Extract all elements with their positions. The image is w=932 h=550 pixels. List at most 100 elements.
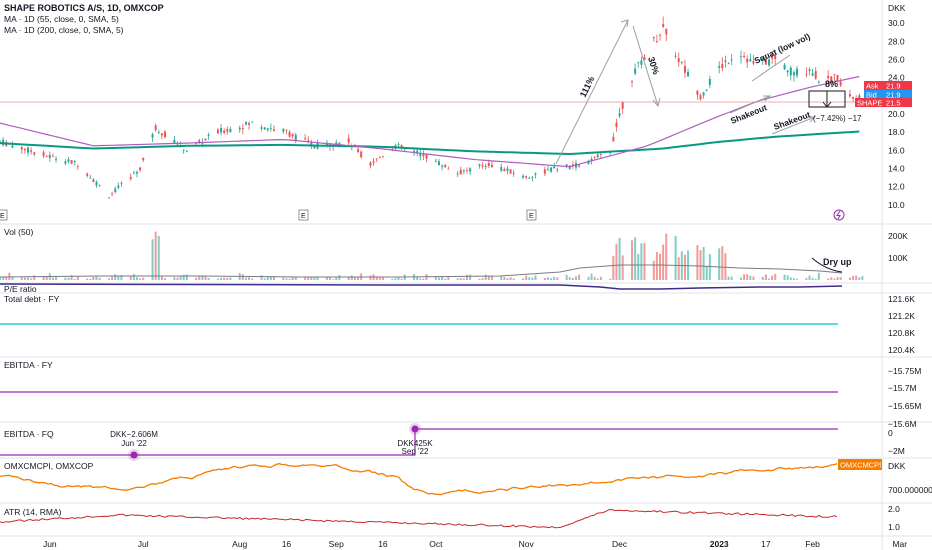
candle: [114, 186, 117, 194]
svg-text:E: E: [301, 213, 306, 220]
trend-annotations[interactable]: [555, 19, 817, 165]
candle: [848, 89, 851, 99]
debt-title[interactable]: Total debt · FY: [4, 294, 60, 304]
candle: [251, 121, 254, 124]
ebitda-fq-title[interactable]: EBITDA · FQ: [4, 429, 54, 439]
candle: [730, 53, 733, 66]
ma55-legend[interactable]: MA · 1D (55, close, 0, SMA, 5): [4, 14, 119, 24]
ma200-line: [0, 130, 860, 156]
volume-bar: [534, 275, 537, 280]
time-tick-label: Oct: [429, 539, 443, 549]
volume-bar: [269, 276, 272, 280]
flash-icon[interactable]: [833, 209, 845, 221]
earnings-marker[interactable]: E: [526, 209, 537, 221]
earnings-marker[interactable]: E: [298, 209, 309, 221]
volume-bar: [248, 277, 251, 280]
candle: [2, 137, 5, 147]
last-price-badge: SHAPE 21.5: [855, 98, 912, 108]
volume-bar: [45, 276, 48, 280]
change-label: (−7.42%) −17: [813, 114, 862, 123]
omx-tick: DKK: [888, 461, 906, 471]
chart-title: SHAPE ROBOTICS A/S, 1D, OMXCOP: [4, 3, 164, 13]
ebitda-fq-point[interactable]: [411, 425, 419, 433]
volume-bar: [357, 276, 360, 280]
candle: [375, 158, 378, 163]
omx-title[interactable]: OMXCMCPI, OMXCOP: [4, 461, 94, 471]
volume-bar: [8, 272, 11, 280]
range-box-8pct[interactable]: [808, 90, 846, 108]
time-axis[interactable]: Jun Jul Aug 16 Sep 16 Oct Nov Dec 2023 17 Feb Mar: [43, 539, 907, 549]
candle: [637, 61, 640, 68]
volume-bar: [67, 277, 70, 280]
ebitda-fq-tick: 0: [888, 428, 893, 438]
time-tick-label: 16: [378, 539, 388, 549]
atr-title[interactable]: ATR (14, RMA): [4, 507, 62, 517]
debt-tick: 120.8K: [888, 328, 915, 338]
pe-title[interactable]: P/E ratio: [4, 284, 37, 294]
volume-bar: [151, 239, 154, 280]
time-tick-label: Dec: [612, 539, 628, 549]
candle: [120, 181, 123, 187]
candle: [204, 138, 207, 141]
svg-text:Ask: Ask: [866, 82, 879, 91]
volume-bar: [11, 276, 14, 280]
volume-bar: [525, 275, 528, 280]
debt-tick: 121.6K: [888, 294, 915, 304]
volume-bar: [792, 278, 795, 280]
volume-bar: [263, 278, 266, 280]
atr-line: [0, 509, 838, 529]
volume-bar: [578, 274, 581, 280]
volume-bar: [652, 260, 655, 280]
candle: [107, 197, 110, 199]
candle: [578, 164, 581, 169]
candle: [571, 160, 574, 170]
annotation-shakeout-2: Shakeout: [772, 109, 812, 132]
volume-bar: [160, 276, 163, 280]
ebitda-fy-title[interactable]: EBITDA · FY: [4, 360, 53, 370]
candle: [272, 125, 275, 132]
volume-bar: [789, 277, 792, 280]
candle: [226, 126, 229, 135]
candle: [827, 70, 830, 83]
volume-bar: [553, 276, 556, 280]
volume-bar: [565, 274, 568, 280]
candle: [111, 191, 114, 197]
candle: [117, 182, 120, 190]
svg-text:E: E: [0, 213, 5, 220]
candle: [805, 67, 808, 78]
price-tick-label: 30.0: [888, 18, 905, 28]
volume-bar: [786, 275, 789, 280]
price-tick-label: 28.0: [888, 36, 905, 46]
candle: [634, 63, 637, 76]
volume-bar: [768, 278, 771, 280]
earnings-marker[interactable]: E: [0, 209, 8, 221]
ma200-legend[interactable]: MA · 1D (200, close, 0, SMA, 5): [4, 25, 124, 35]
volume-bar: [304, 277, 307, 280]
volume-bar: [244, 277, 247, 280]
candle: [422, 150, 425, 161]
volume-bar: [487, 275, 490, 280]
ebitda-fq-label-value: DKK425K: [397, 439, 433, 448]
volume-title[interactable]: Vol (50): [4, 227, 33, 237]
candle: [631, 80, 634, 88]
volume-bar: [546, 277, 549, 280]
volume-bar: [325, 276, 328, 280]
ebitda-fq-point[interactable]: [130, 451, 138, 459]
candle: [490, 161, 493, 169]
volume-bar: [490, 275, 493, 280]
volume-bar: [674, 235, 677, 280]
volume-bars: [0, 231, 864, 280]
volume-bar: [590, 273, 593, 280]
volume-bar: [33, 275, 36, 280]
candle: [752, 54, 755, 66]
candle: [814, 67, 817, 80]
candle: [92, 177, 95, 183]
candle: [216, 128, 219, 135]
volume-bar: [176, 277, 179, 280]
candle: [70, 160, 73, 165]
volume-bar: [64, 277, 67, 280]
volume-bar: [285, 278, 288, 280]
volume-bar: [226, 277, 229, 280]
